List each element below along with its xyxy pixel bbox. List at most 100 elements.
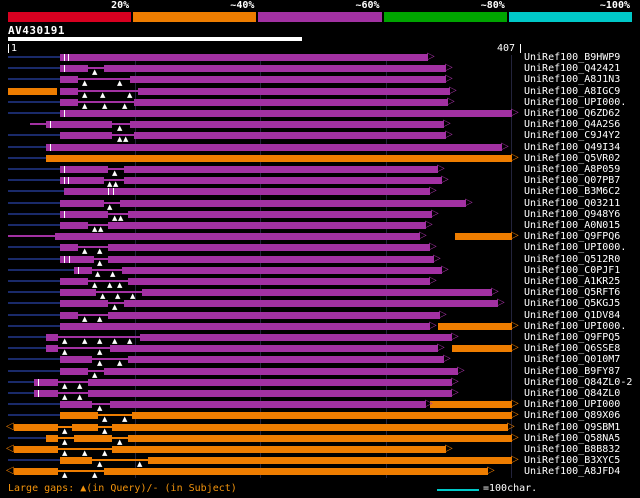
hit-label[interactable]: UniRef100_B9HWP9 — [524, 52, 621, 63]
alignment-segment[interactable] — [60, 177, 104, 184]
alignment-segment[interactable] — [8, 392, 34, 394]
alignment-segment[interactable] — [8, 78, 60, 80]
alignment-segment[interactable] — [88, 390, 452, 397]
alignment-segment[interactable] — [60, 211, 108, 218]
alignment-segment[interactable] — [60, 278, 88, 285]
alignment-segment[interactable] — [60, 312, 78, 319]
alignment-segment[interactable] — [74, 435, 112, 442]
alignment-segment[interactable] — [74, 267, 92, 274]
alignment-segment[interactable] — [14, 468, 58, 475]
alignment-segment[interactable] — [30, 123, 46, 125]
hit-label[interactable]: UniRef100_Q07PB7 — [524, 175, 621, 186]
alignment-segment[interactable] — [8, 88, 57, 95]
alignment-segment[interactable] — [58, 336, 140, 338]
hit-label[interactable]: UniRef100_Q9SBM1 — [524, 422, 621, 433]
alignment-segment[interactable] — [58, 448, 112, 450]
alignment-segment[interactable] — [8, 235, 55, 237]
alignment-segment[interactable] — [60, 200, 104, 207]
hit-label[interactable]: UniRef100_A0N015 — [524, 220, 621, 231]
alignment-segment[interactable] — [452, 345, 512, 352]
alignment-segment[interactable] — [8, 134, 60, 136]
hit-label[interactable]: UniRef100_Q010M7 — [524, 354, 621, 365]
alignment-segment[interactable] — [58, 347, 110, 349]
alignment-segment[interactable] — [78, 314, 108, 316]
alignment-segment[interactable] — [128, 356, 444, 363]
alignment-segment[interactable] — [8, 179, 60, 181]
alignment-segment[interactable] — [124, 300, 498, 307]
hit-label[interactable]: UniRef100_UPI000. — [524, 242, 627, 253]
alignment-segment[interactable] — [46, 435, 58, 442]
alignment-segment[interactable] — [96, 291, 142, 293]
alignment-segment[interactable] — [46, 334, 58, 341]
alignment-segment[interactable] — [8, 246, 60, 248]
alignment-segment[interactable] — [132, 412, 512, 419]
alignment-segment[interactable] — [72, 424, 98, 431]
alignment-segment[interactable] — [430, 401, 512, 408]
alignment-segment[interactable] — [122, 267, 442, 274]
alignment-segment[interactable] — [134, 132, 446, 139]
alignment-segment[interactable] — [112, 446, 446, 453]
alignment-segment[interactable] — [138, 88, 450, 95]
alignment-segment[interactable] — [34, 390, 58, 397]
hit-label[interactable]: UniRef100_UPI000 — [524, 399, 621, 410]
hit-label[interactable]: UniRef100_A8IGC9 — [524, 86, 621, 97]
hit-label[interactable]: UniRef100_A8J1N3 — [524, 74, 621, 85]
alignment-segment[interactable] — [60, 99, 78, 106]
alignment-segment[interactable] — [60, 132, 112, 139]
alignment-segment[interactable] — [104, 179, 124, 181]
alignment-segment[interactable] — [120, 200, 466, 207]
hit-label[interactable]: UniRef100_Q4A2S6 — [524, 119, 621, 130]
alignment-segment[interactable] — [112, 123, 130, 125]
hit-label[interactable]: UniRef100_Q9FPQ5 — [524, 332, 621, 343]
alignment-segment[interactable] — [60, 412, 98, 419]
alignment-segment[interactable] — [14, 446, 58, 453]
alignment-segment[interactable] — [8, 459, 60, 461]
alignment-segment[interactable] — [8, 67, 60, 69]
alignment-segment[interactable] — [112, 437, 128, 439]
hit-label[interactable]: UniRef100_C9J4Y2 — [524, 130, 621, 141]
hit-label[interactable]: UniRef100_UPI000. — [524, 321, 627, 332]
alignment-segment[interactable] — [46, 144, 502, 151]
alignment-segment[interactable] — [60, 54, 428, 61]
alignment-segment[interactable] — [104, 202, 120, 204]
hit-label[interactable]: UniRef100_B3M6C2 — [524, 186, 621, 197]
alignment-segment[interactable] — [8, 202, 60, 204]
hit-label[interactable]: UniRef100_Q5KGJ5 — [524, 298, 621, 309]
alignment-segment[interactable] — [8, 403, 60, 405]
alignment-segment[interactable] — [8, 224, 60, 226]
hit-label[interactable]: UniRef100_Q948Y6 — [524, 209, 621, 220]
alignment-segment[interactable] — [60, 244, 78, 251]
alignment-segment[interactable] — [8, 336, 46, 338]
alignment-segment[interactable] — [8, 168, 60, 170]
hit-label[interactable]: UniRef100_B3XYC5 — [524, 455, 621, 466]
alignment-segment[interactable] — [455, 233, 512, 240]
alignment-segment[interactable] — [60, 368, 88, 375]
alignment-segment[interactable] — [98, 426, 112, 428]
alignment-segment[interactable] — [148, 457, 512, 464]
alignment-segment[interactable] — [60, 300, 108, 307]
alignment-segment[interactable] — [8, 302, 60, 304]
alignment-segment[interactable] — [8, 101, 60, 103]
alignment-segment[interactable] — [8, 258, 60, 260]
hit-label[interactable]: UniRef100_Q49I34 — [524, 142, 621, 153]
hit-label[interactable]: UniRef100_Q89X06 — [524, 410, 621, 421]
alignment-segment[interactable] — [108, 244, 430, 251]
hit-label[interactable]: UniRef100_Q9FPQ6 — [524, 231, 621, 242]
alignment-segment[interactable] — [34, 379, 58, 386]
alignment-segment[interactable] — [92, 403, 110, 405]
alignment-segment[interactable] — [128, 211, 432, 218]
alignment-segment[interactable] — [8, 146, 46, 148]
hit-label[interactable]: UniRef100_Q6SSE8 — [524, 343, 621, 354]
hit-label[interactable]: UniRef100_A8P059 — [524, 164, 621, 175]
alignment-segment[interactable] — [8, 414, 60, 416]
alignment-segment[interactable] — [60, 110, 512, 117]
hit-label[interactable]: UniRef100_Q1DV84 — [524, 310, 621, 321]
alignment-segment[interactable] — [108, 222, 426, 229]
hit-label[interactable]: UniRef100_Q512R0 — [524, 254, 621, 265]
alignment-segment[interactable] — [58, 381, 88, 383]
alignment-segment[interactable] — [108, 312, 440, 319]
alignment-segment[interactable] — [60, 401, 92, 408]
alignment-segment[interactable] — [78, 78, 130, 80]
alignment-segment[interactable] — [60, 457, 92, 464]
alignment-segment[interactable] — [60, 88, 78, 95]
